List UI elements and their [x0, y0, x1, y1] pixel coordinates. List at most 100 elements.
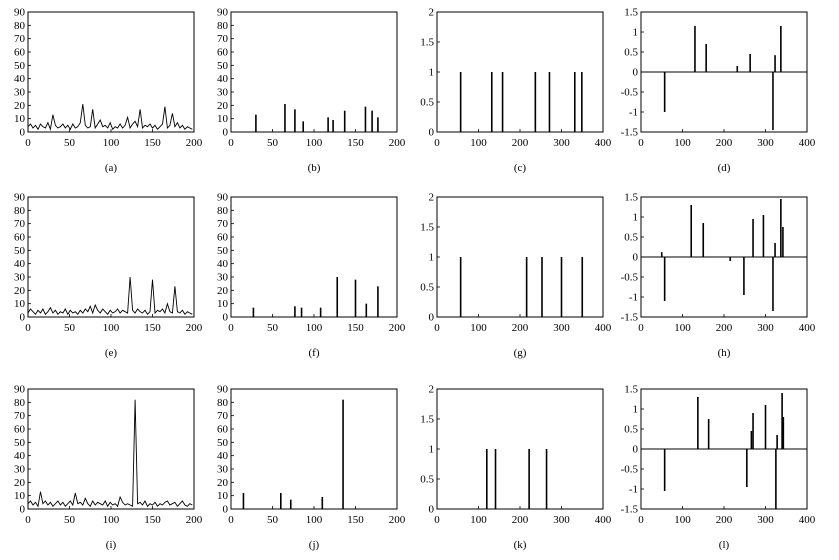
x-tick-label: 100 [674, 137, 691, 149]
y-tick-label: 1.5 [624, 7, 638, 19]
y-tick-label: 80 [217, 397, 229, 409]
y-tick-label: 30 [217, 464, 229, 476]
x-tick-label: 0 [25, 137, 31, 149]
x-tick-label: 100 [103, 137, 120, 149]
x-tick-label: 150 [347, 137, 364, 149]
y-tick-label: 20 [14, 100, 26, 112]
axes-frame [230, 388, 398, 510]
y-tick-label: 1 [633, 27, 639, 39]
y-tick-label: 0 [633, 67, 639, 79]
x-tick-label: 200 [716, 514, 733, 526]
x-tick-label: 300 [757, 322, 774, 334]
y-tick-label: 50 [14, 245, 26, 257]
y-tick-label: 90 [217, 7, 229, 19]
panel-caption: (k) [514, 539, 527, 551]
y-tick-label: 60 [217, 232, 229, 244]
axes-frame [27, 11, 195, 133]
panel-caption: (e) [105, 347, 118, 359]
x-tick-label: 0 [638, 137, 644, 149]
y-tick-label: 80 [217, 20, 229, 32]
x-tick-label: 150 [144, 514, 161, 526]
y-tick-label: 60 [14, 47, 26, 59]
x-tick-label: 50 [64, 137, 76, 149]
y-tick-label: 0 [223, 504, 229, 516]
x-tick-label: 100 [103, 322, 120, 334]
y-tick-label: 2 [429, 7, 435, 19]
y-tick-label: -1.5 [621, 504, 639, 516]
x-tick-label: 100 [674, 514, 691, 526]
x-tick-label: 200 [186, 137, 203, 149]
y-tick-label: 0.5 [624, 232, 638, 244]
x-tick-label: 200 [716, 322, 733, 334]
y-tick-label: 90 [14, 7, 26, 19]
y-tick-label: 1 [633, 404, 639, 416]
y-tick-label: 20 [14, 477, 26, 489]
x-tick-label: 400 [799, 514, 816, 526]
x-tick-label: 200 [512, 514, 529, 526]
y-tick-label: 50 [217, 245, 229, 257]
y-tick-label: 30 [14, 87, 26, 99]
y-tick-label: 10 [14, 490, 26, 502]
y-tick-label: 90 [217, 192, 229, 204]
y-tick-label: 80 [14, 397, 26, 409]
x-tick-label: 400 [595, 137, 612, 149]
y-tick-label: 2 [429, 384, 435, 396]
x-tick-label: 300 [757, 137, 774, 149]
x-tick-label: 100 [470, 137, 487, 149]
axes-frame [436, 196, 604, 318]
y-tick-label: 60 [14, 424, 26, 436]
y-tick-label: 40 [14, 450, 26, 462]
y-tick-label: 40 [217, 73, 229, 85]
panel-caption: (i) [106, 539, 117, 551]
y-tick-label: 40 [14, 73, 26, 85]
y-tick-label: 90 [217, 384, 229, 396]
x-tick-label: 100 [674, 322, 691, 334]
y-tick-label: 2 [429, 192, 435, 204]
x-tick-label: 100 [470, 514, 487, 526]
y-tick-label: 50 [14, 437, 26, 449]
y-tick-label: 70 [14, 33, 26, 45]
x-tick-label: 200 [512, 322, 529, 334]
y-tick-label: 10 [217, 113, 229, 125]
subplot-g: 0 0.5 1 1.5 2 0 100 200 300 400 (g) [420, 192, 612, 360]
y-tick-label: 80 [14, 20, 26, 32]
panel-caption: (j) [309, 539, 320, 551]
y-tick-label: 90 [14, 384, 26, 396]
y-tick-label: 0 [633, 444, 639, 456]
y-tick-label: 1.5 [624, 384, 638, 396]
x-tick-label: 200 [512, 137, 529, 149]
y-tick-label: 1.5 [624, 192, 638, 204]
y-tick-label: 70 [14, 410, 26, 422]
y-tick-label: 0 [429, 127, 435, 139]
x-tick-label: 100 [306, 514, 323, 526]
x-tick-label: 200 [389, 514, 406, 526]
y-tick-label: 0.5 [420, 97, 434, 109]
x-tick-label: 100 [470, 322, 487, 334]
x-tick-label: 300 [553, 137, 570, 149]
signal-line [27, 276, 193, 316]
x-tick-label: 50 [64, 322, 76, 334]
x-tick-label: 50 [267, 514, 279, 526]
x-tick-label: 0 [25, 322, 31, 334]
y-tick-label: 1 [429, 67, 435, 79]
y-tick-label: 1 [429, 444, 435, 456]
panel-caption: (c) [514, 162, 527, 174]
y-tick-label: 40 [217, 258, 229, 270]
y-tick-label: 20 [14, 285, 26, 297]
y-tick-label: -1.5 [621, 312, 639, 324]
x-tick-label: 200 [389, 137, 406, 149]
panel-caption: (d) [718, 162, 731, 174]
y-tick-label: 1 [633, 212, 639, 224]
panel-caption: (b) [308, 162, 321, 174]
panel-caption: (f) [309, 347, 320, 359]
signal-line [27, 399, 193, 508]
x-tick-label: 150 [144, 137, 161, 149]
y-tick-label: 0.5 [420, 282, 434, 294]
axes-frame [27, 388, 195, 510]
y-tick-label: 30 [14, 272, 26, 284]
x-tick-label: 400 [799, 322, 816, 334]
x-tick-label: 150 [144, 322, 161, 334]
